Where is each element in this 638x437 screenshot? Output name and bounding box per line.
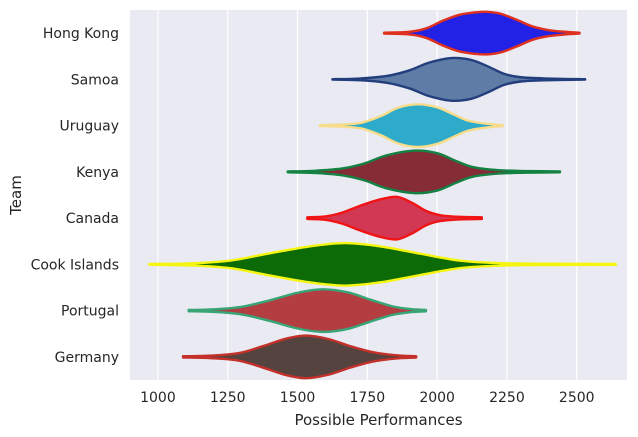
x-tick-label: 1000 xyxy=(140,390,176,406)
y-tick-label-canada: Canada xyxy=(66,211,119,227)
violin-canada xyxy=(306,195,484,241)
y-axis-label: Team xyxy=(7,175,25,216)
y-tick-labels: Hong Kong Samoa Uruguay Kenya Canada Cook Isl… xyxy=(31,26,119,366)
violin-germany xyxy=(181,334,418,380)
x-tick-label: 2000 xyxy=(419,390,455,406)
x-tick-label: 1750 xyxy=(350,390,386,406)
y-tick-label-kenya: Kenya xyxy=(76,165,119,181)
x-tick-label: 2500 xyxy=(559,390,595,406)
violin-samoa xyxy=(331,56,587,102)
x-tick-labels: 1000 1250 1500 1750 2000 2250 2500 xyxy=(140,390,594,406)
y-tick-label-portugal: Portugal xyxy=(61,304,119,320)
violins xyxy=(148,10,618,380)
y-tick-label-samoa: Samoa xyxy=(71,72,119,88)
violin-kenya xyxy=(286,149,562,195)
y-tick-label-cook-islands: Cook Islands xyxy=(31,257,119,273)
violin-cook-islands xyxy=(148,241,618,287)
x-tick-label: 2250 xyxy=(489,390,525,406)
x-axis-label: Possible Performances xyxy=(294,411,462,429)
y-tick-label-hong-kong: Hong Kong xyxy=(43,26,119,42)
y-tick-label-uruguay: Uruguay xyxy=(60,119,120,135)
violin-portugal xyxy=(187,288,428,334)
plot-background xyxy=(130,10,627,380)
y-tick-label-germany: Germany xyxy=(55,350,119,366)
x-tick-label: 1500 xyxy=(280,390,316,406)
violin-hong-kong xyxy=(382,10,581,56)
violin-uruguay xyxy=(318,103,504,149)
x-tick-label: 1250 xyxy=(210,390,246,406)
